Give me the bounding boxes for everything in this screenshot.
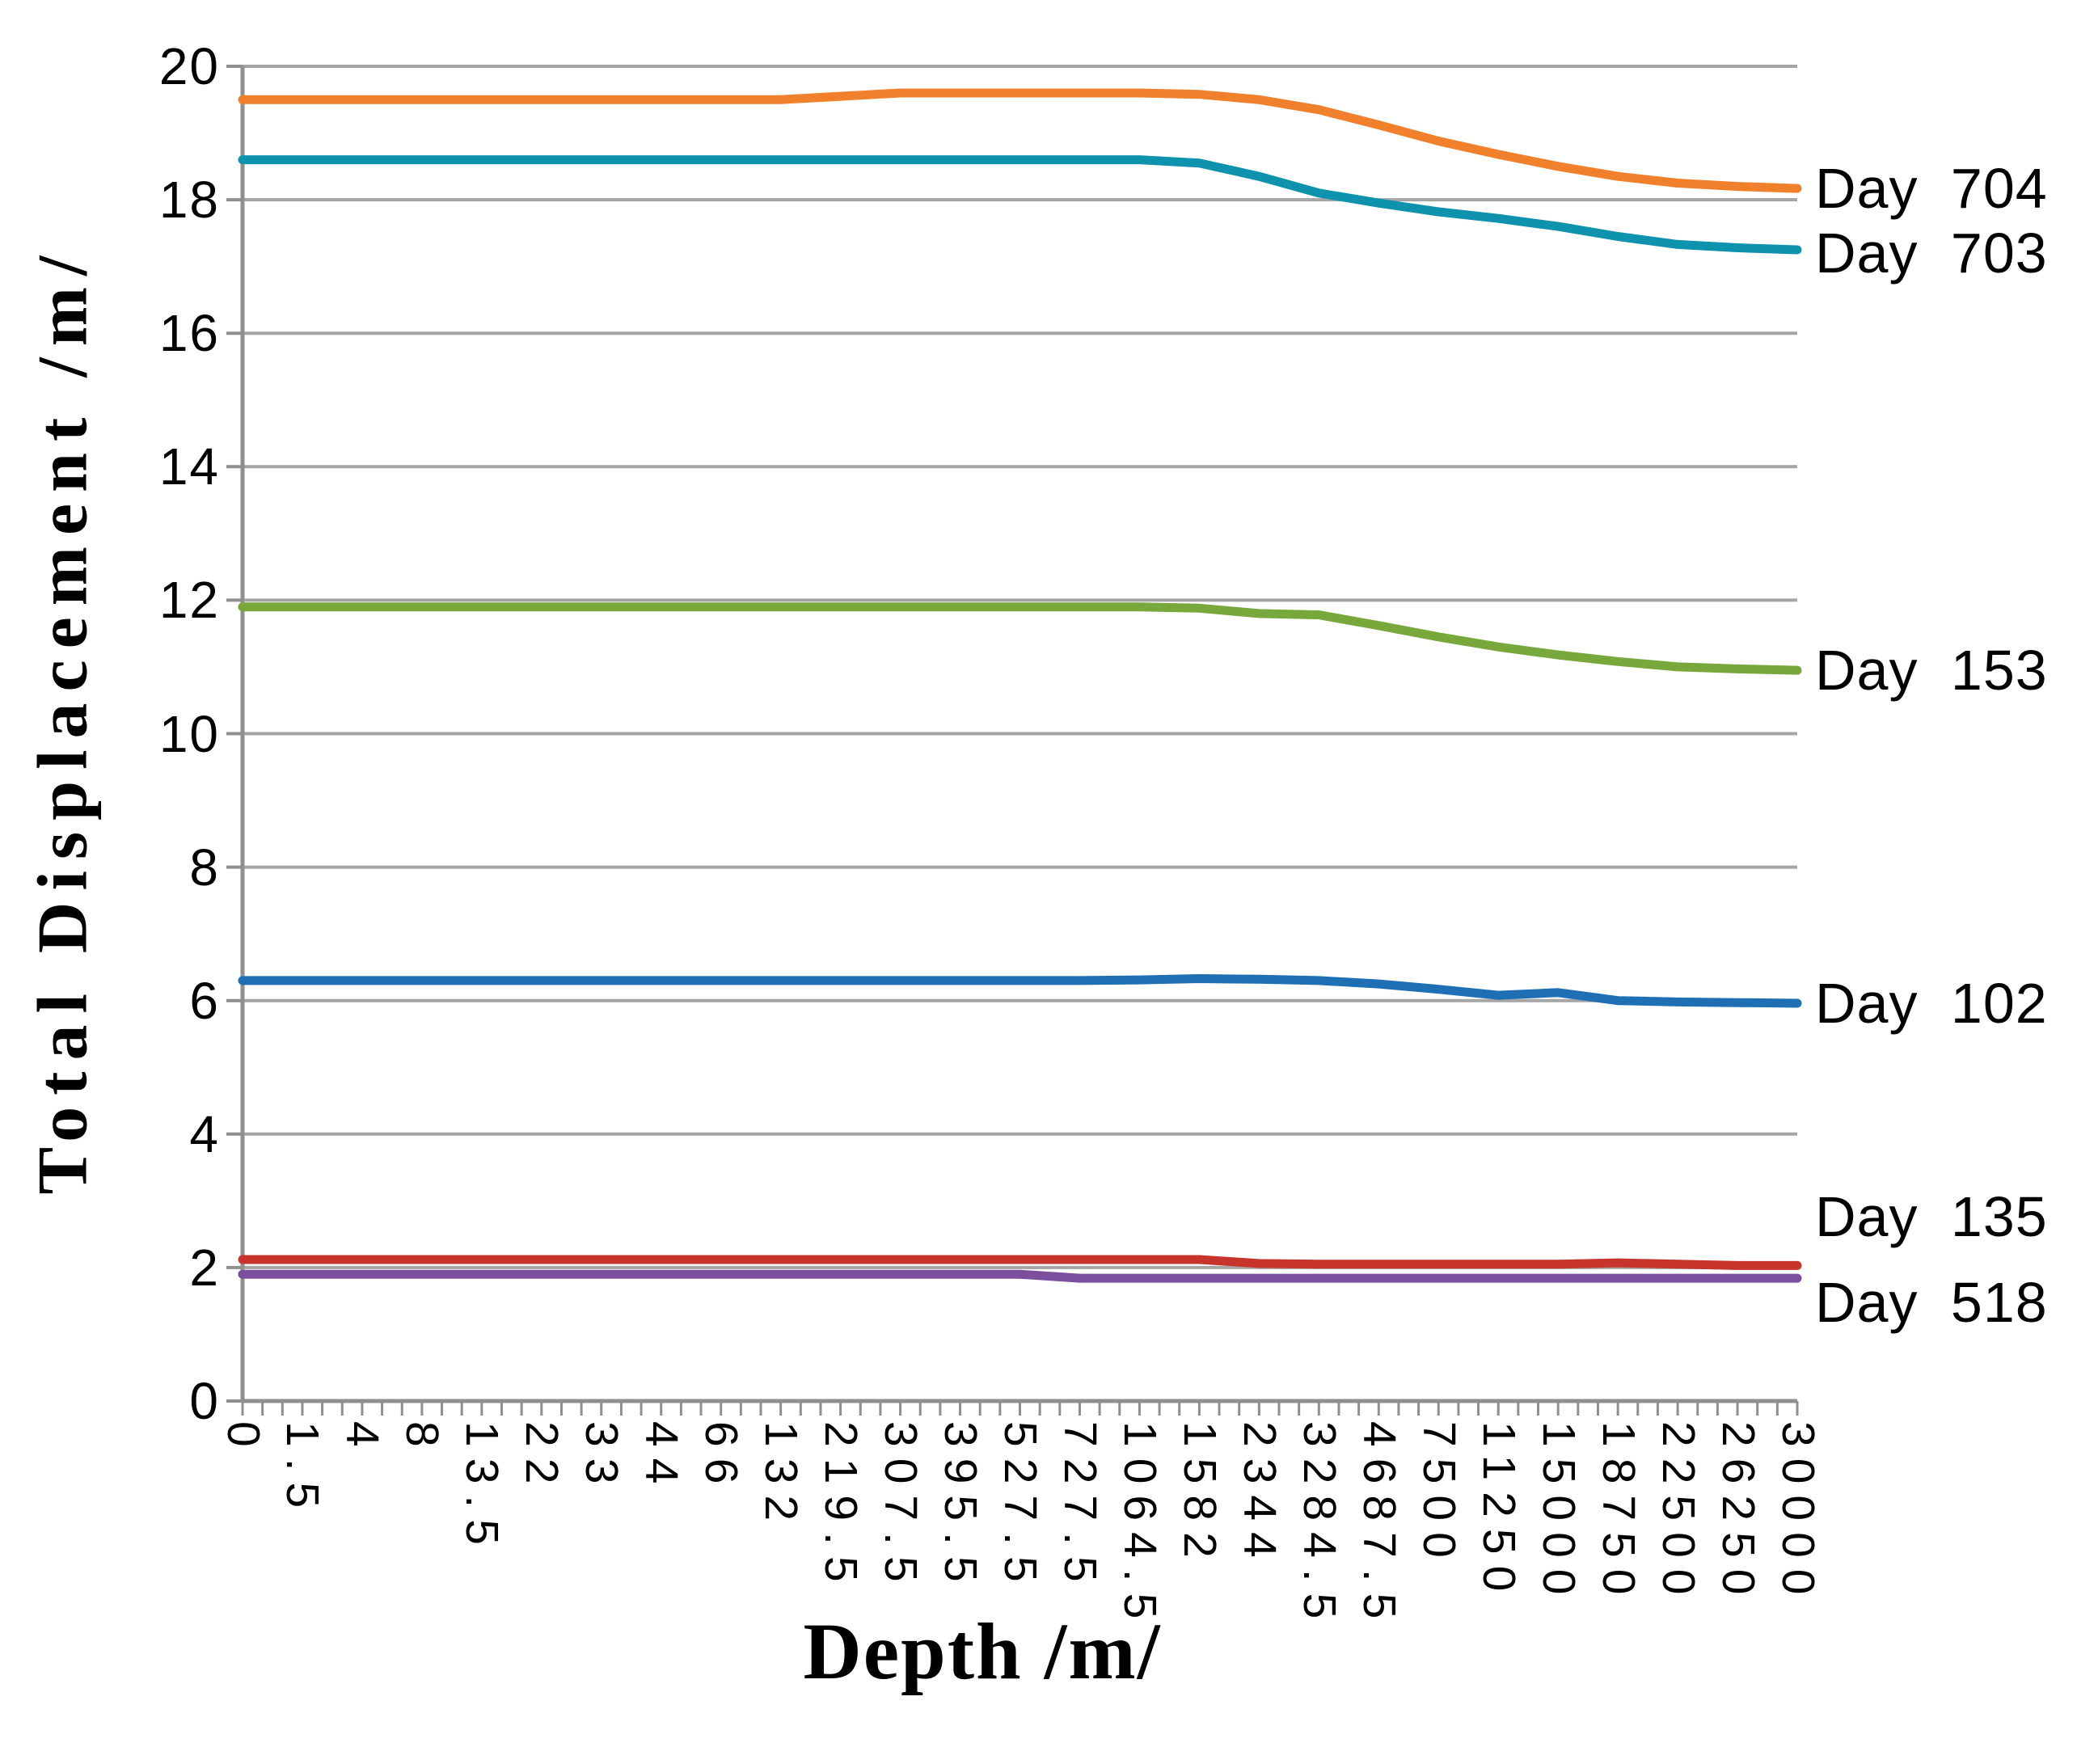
x-tick-label: 727.5	[1053, 1421, 1106, 1593]
series-line-day-153	[238, 602, 1802, 675]
y-tick-label: 18	[158, 171, 220, 230]
x-tick-label: 22	[516, 1421, 568, 1496]
x-tick-label: 22500	[1652, 1421, 1704, 1606]
x-tick-label: 132	[755, 1421, 808, 1533]
x-axis-title: Depth /m/	[803, 1606, 1162, 1696]
series-label-day-102: Day 102	[1815, 972, 2048, 1035]
x-tick-label: 33	[576, 1421, 628, 1496]
y-tick-label: 12	[158, 571, 220, 630]
x-tick-label: 11250	[1472, 1421, 1525, 1603]
x-tick-label: 3284.5	[1293, 1421, 1345, 1631]
x-tick-label: 219.5	[815, 1421, 868, 1593]
y-tick-label: 10	[158, 704, 220, 763]
series-label-day-135: Day 135	[1815, 1185, 2048, 1249]
x-tick-label: 0	[217, 1421, 269, 1458]
y-tick-label: 0	[189, 1372, 220, 1430]
x-tick-label: 1.5	[277, 1421, 329, 1520]
series-line-day-102	[238, 974, 1802, 1008]
series-label-day-153: Day 153	[1815, 639, 2048, 703]
x-tick-label: 395.5	[935, 1421, 987, 1593]
x-tick-label: 4687.5	[1353, 1421, 1405, 1631]
x-tick-label: 4	[336, 1421, 389, 1458]
y-tick-label: 4	[189, 1104, 220, 1163]
x-tick-label: 8	[396, 1421, 449, 1458]
x-tick-label: 30000	[1771, 1421, 1824, 1606]
x-tick-label: 66	[695, 1421, 748, 1496]
y-tick-label: 20	[158, 37, 220, 95]
y-tick-label: 2	[189, 1238, 220, 1297]
x-tick-label: 1582	[1173, 1421, 1226, 1569]
series-line-day-135	[238, 1255, 1802, 1270]
x-tick-label: 7500	[1412, 1421, 1465, 1569]
series-line-day-704	[238, 88, 1802, 193]
x-tick-label: 18750	[1592, 1421, 1644, 1606]
series-line-day-703	[238, 155, 1802, 255]
x-tick-label: 527.5	[994, 1421, 1046, 1593]
y-tick-label: 14	[158, 437, 220, 496]
y-tick-label: 8	[189, 838, 220, 897]
x-tick-label: 307.5	[875, 1421, 927, 1593]
series-line-day-518	[238, 1269, 1802, 1283]
y-tick-label: 6	[189, 971, 220, 1030]
series-label-day-518: Day 518	[1815, 1271, 2048, 1335]
x-tick-label: 2344	[1233, 1421, 1285, 1569]
series-label-day-703: Day 703	[1815, 222, 2048, 285]
series-label-day-704: Day 704	[1815, 157, 2048, 221]
x-tick-label: 13.5	[456, 1421, 509, 1556]
x-tick-label: 15000	[1532, 1421, 1585, 1606]
x-tick-label: 26250	[1712, 1421, 1764, 1606]
x-tick-label: 44	[635, 1421, 688, 1496]
x-tick-label: 1064.5	[1113, 1421, 1166, 1631]
y-tick-label: 16	[158, 304, 220, 363]
